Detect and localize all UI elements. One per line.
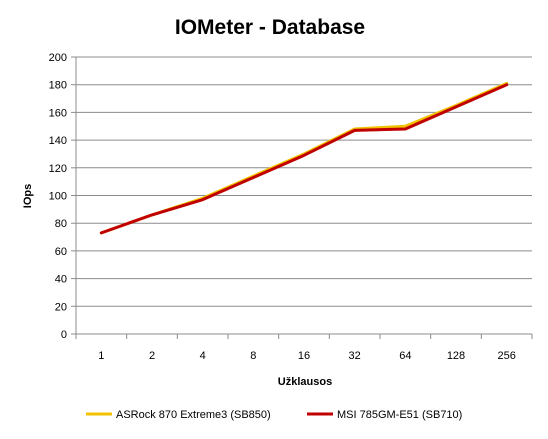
legend-label: ASRock 870 Extreme3 (SB850) xyxy=(116,409,271,421)
y-tick-label: 60 xyxy=(55,246,67,258)
x-tick-label: 4 xyxy=(200,350,206,362)
y-tick-label: 200 xyxy=(49,52,67,64)
series-lines xyxy=(99,81,509,235)
chart-title: IOMeter - Database xyxy=(175,16,365,39)
y-tick-label: 140 xyxy=(49,135,67,147)
y-tick-label: 120 xyxy=(49,163,67,175)
y-tick-label: 40 xyxy=(55,274,67,286)
grid xyxy=(76,56,532,335)
series-line-2 xyxy=(99,83,509,235)
x-axis-ticks: 1 2 4 8 16 32 64 128 256 xyxy=(75,334,533,362)
x-tick-label: 256 xyxy=(497,350,515,362)
y-tick-label: 0 xyxy=(61,329,67,341)
y-tick-label: 20 xyxy=(55,301,67,313)
axes xyxy=(75,57,532,335)
x-tick-label: 8 xyxy=(250,350,256,362)
x-tick-label: 64 xyxy=(399,350,411,362)
y-axis-label: IOps xyxy=(22,184,34,208)
y-tick-label: 160 xyxy=(49,107,67,119)
y-tick-label: 80 xyxy=(55,218,67,230)
legend: ASRock 870 Extreme3 (SB850) MSI 785GM-E51… xyxy=(86,409,462,421)
x-tick-label: 32 xyxy=(349,350,361,362)
y-axis-ticks: 0 20 40 60 80 100 120 140 160 180 200 xyxy=(49,52,76,341)
x-tick-label: 16 xyxy=(298,350,310,362)
y-tick-label: 100 xyxy=(49,191,67,203)
x-tick-label: 128 xyxy=(447,350,465,362)
x-tick-label: 2 xyxy=(149,350,155,362)
x-axis-label: Užklausos xyxy=(278,376,332,388)
x-tick-label: 1 xyxy=(98,350,104,362)
y-tick-label: 180 xyxy=(49,80,67,92)
legend-label: MSI 785GM-E51 (SB710) xyxy=(337,409,462,421)
